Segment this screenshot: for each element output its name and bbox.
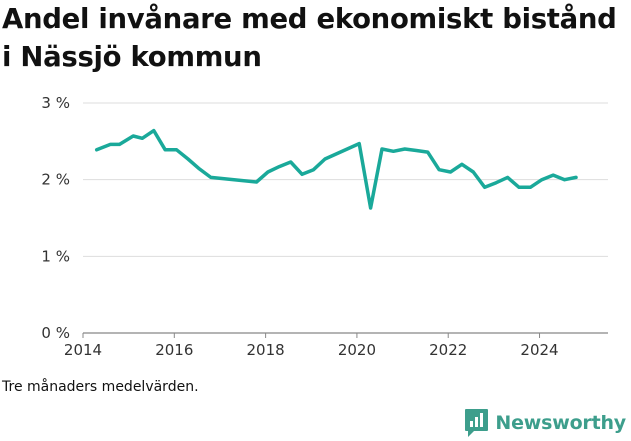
- chart-title: Andel invånare med ekonomiskt bistånd i …: [2, 3, 617, 73]
- x-tick-label: 2022: [429, 341, 467, 359]
- gridlines: [83, 102, 608, 334]
- footnote: Tre månaders medelvärden.: [2, 379, 199, 395]
- y-tick-label: 1 %: [41, 247, 70, 265]
- brand-name: Newsworthy: [495, 412, 626, 434]
- y-axis-ticks: 0 % 1 % 2 % 3 %: [41, 94, 70, 342]
- series-line: [94, 128, 578, 210]
- x-axis-ticks: 2014 2016 2018 2020 2022 2024: [64, 333, 559, 359]
- y-tick-label: 3 %: [41, 94, 70, 112]
- brand-logo: Newsworthy: [464, 405, 626, 441]
- x-tick-label: 2018: [247, 341, 285, 359]
- x-tick-label: 2016: [155, 341, 193, 359]
- x-tick-label: 2014: [64, 341, 102, 359]
- x-tick-label: 2024: [520, 341, 558, 359]
- y-tick-label: 2 %: [41, 171, 70, 189]
- y-tick-label: 0 %: [41, 324, 70, 342]
- x-tick-label: 2020: [338, 341, 376, 359]
- bar-chart-icon: [465, 409, 489, 437]
